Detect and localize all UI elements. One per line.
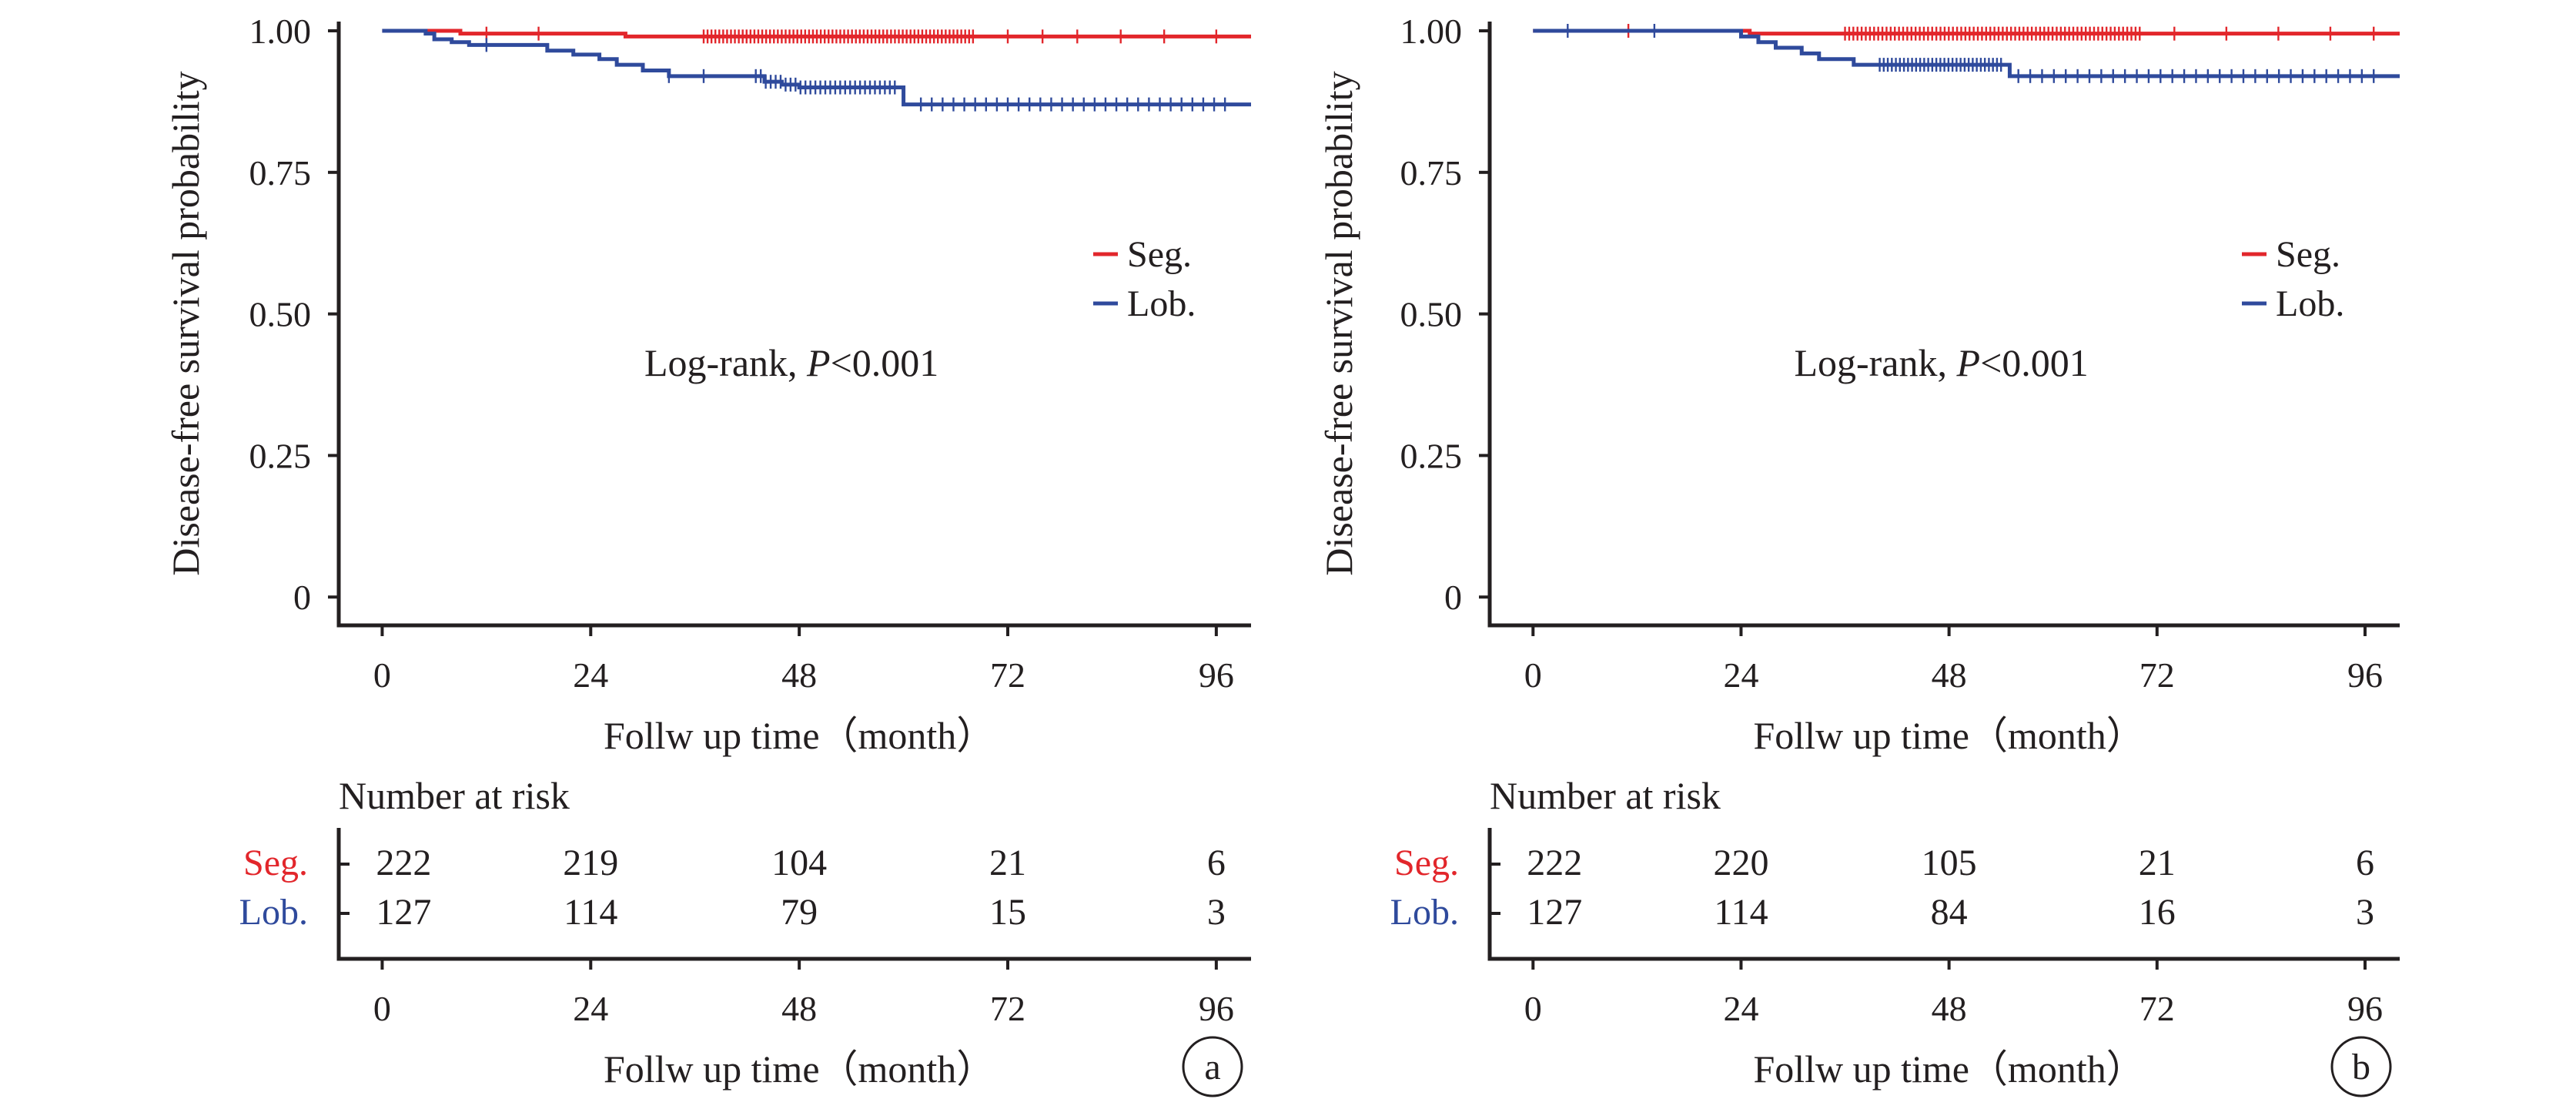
risk-x-tick-label: 24 xyxy=(1723,989,1758,1028)
risk-count: 3 xyxy=(2356,892,2374,933)
risk-count: 3 xyxy=(1207,892,1226,933)
km-panel-b: 0 0.25 0.50 0.75 1.00 0 24 48 72 96 Follw up time（… xyxy=(1317,12,2400,1097)
risk-row-label: Seg. xyxy=(1394,843,1459,883)
risk-x-tick-label: 72 xyxy=(2139,989,2175,1028)
risk-x-tick-label: 96 xyxy=(2347,989,2383,1028)
legend-label: Seg. xyxy=(1127,234,1192,275)
x-tick-label: 24 xyxy=(573,655,608,695)
risk-count: 219 xyxy=(563,843,618,883)
risk-x-tick-label: 0 xyxy=(373,989,391,1028)
logrank-annotation: Log-rank, P<0.001 xyxy=(644,341,938,384)
y-tick-label: 1.00 xyxy=(249,12,312,51)
risk-table: Number at risk Seg. 222 219 104 21 6 Lob. 127 114… xyxy=(239,774,1251,1091)
y-axis-title: Disease-free survival probability xyxy=(1317,71,1360,575)
risk-x-tick-label: 24 xyxy=(573,989,608,1028)
risk-count: 79 xyxy=(781,892,818,933)
risk-table-axis xyxy=(336,828,1251,961)
x-tick-label: 96 xyxy=(2347,655,2383,695)
risk-count: 104 xyxy=(771,843,827,883)
x-tick-label: 72 xyxy=(2139,655,2175,695)
y-tick-label: 0.75 xyxy=(1400,153,1463,193)
x-tick-label: 96 xyxy=(1199,655,1234,695)
risk-count: 6 xyxy=(2356,843,2374,883)
risk-count: 6 xyxy=(1207,843,1226,883)
risk-table-axis xyxy=(1487,828,2400,961)
series-lob xyxy=(1533,24,2400,83)
risk-x-tick-label: 48 xyxy=(781,989,817,1028)
risk-count: 114 xyxy=(564,892,617,933)
series-seg xyxy=(382,26,1251,44)
panel-label: a xyxy=(1204,1047,1220,1087)
risk-count: 127 xyxy=(376,892,431,933)
x-axis-title: Follw up time（month） xyxy=(604,714,995,757)
risk-x-tick-label: 48 xyxy=(1932,989,1967,1028)
risk-count: 114 xyxy=(1714,892,1768,933)
risk-row-label: Lob. xyxy=(239,892,308,933)
risk-count: 127 xyxy=(1527,892,1582,933)
risk-count: 16 xyxy=(2139,892,2176,933)
risk-count: 21 xyxy=(2139,843,2176,883)
risk-count: 15 xyxy=(989,892,1026,933)
risk-count: 84 xyxy=(1931,892,1968,933)
risk-count: 222 xyxy=(1527,843,1582,883)
x-tick-label: 48 xyxy=(1932,655,1967,695)
risk-x-tick-label: 96 xyxy=(1199,989,1234,1028)
y-tick-label: 0.75 xyxy=(249,153,312,193)
x-axis-title: Follw up time（month） xyxy=(1753,714,2144,757)
x-tick-label: 0 xyxy=(373,655,391,695)
panel-label-circle xyxy=(1182,1036,1243,1097)
y-tick-label: 0.50 xyxy=(1400,295,1463,334)
y-tick-label: 0.25 xyxy=(249,436,312,475)
x-tick-label: 0 xyxy=(1524,655,1542,695)
survival-curve xyxy=(382,28,1251,39)
risk-row-label: Lob. xyxy=(1390,892,1459,933)
risk-count: 222 xyxy=(376,843,431,883)
risk-x-tick-label: 0 xyxy=(1524,989,1542,1028)
panel-label-circle xyxy=(2330,1036,2392,1097)
survival-curve xyxy=(1533,28,2400,79)
km-panel-a: 0 0.25 0.50 0.75 1.00 0 24 48 72 96 Follw up time（… xyxy=(164,12,1251,1097)
risk-count: 21 xyxy=(989,843,1026,883)
logrank-annotation: Log-rank, P<0.001 xyxy=(1794,341,2088,384)
y-tick-label: 0.25 xyxy=(1400,436,1463,475)
legend-label: Seg. xyxy=(2276,234,2340,275)
series-lob xyxy=(382,28,1251,112)
y-tick-label: 0 xyxy=(293,578,311,617)
risk-row-label: Seg. xyxy=(243,843,308,883)
risk-count: 220 xyxy=(1713,843,1768,883)
x-tick-label: 72 xyxy=(990,655,1025,695)
axis-lines xyxy=(336,22,1251,628)
risk-table-title: Number at risk xyxy=(1490,774,1721,817)
y-tick-label: 0.50 xyxy=(249,295,312,334)
panel-label: b xyxy=(2352,1047,2370,1087)
x-tick-label: 48 xyxy=(781,655,817,695)
risk-table-title: Number at risk xyxy=(339,774,570,817)
legend-label: Lob. xyxy=(2276,283,2344,324)
risk-x-tick-label: 72 xyxy=(990,989,1025,1028)
y-axis-title: Disease-free survival probability xyxy=(164,71,207,575)
risk-x-axis-title: Follw up time（month） xyxy=(604,1047,995,1091)
y-tick-label: 1.00 xyxy=(1400,12,1463,51)
axis-lines xyxy=(1487,22,2400,628)
x-tick-label: 24 xyxy=(1723,655,1758,695)
legend-label: Lob. xyxy=(1127,283,1196,324)
risk-count: 105 xyxy=(1922,843,1977,883)
risk-table: Number at risk Seg. 222 220 105 21 6 Lob. 127 114… xyxy=(1390,774,2400,1091)
risk-x-axis-title: Follw up time（month） xyxy=(1753,1047,2144,1091)
y-tick-label: 0 xyxy=(1444,578,1462,617)
